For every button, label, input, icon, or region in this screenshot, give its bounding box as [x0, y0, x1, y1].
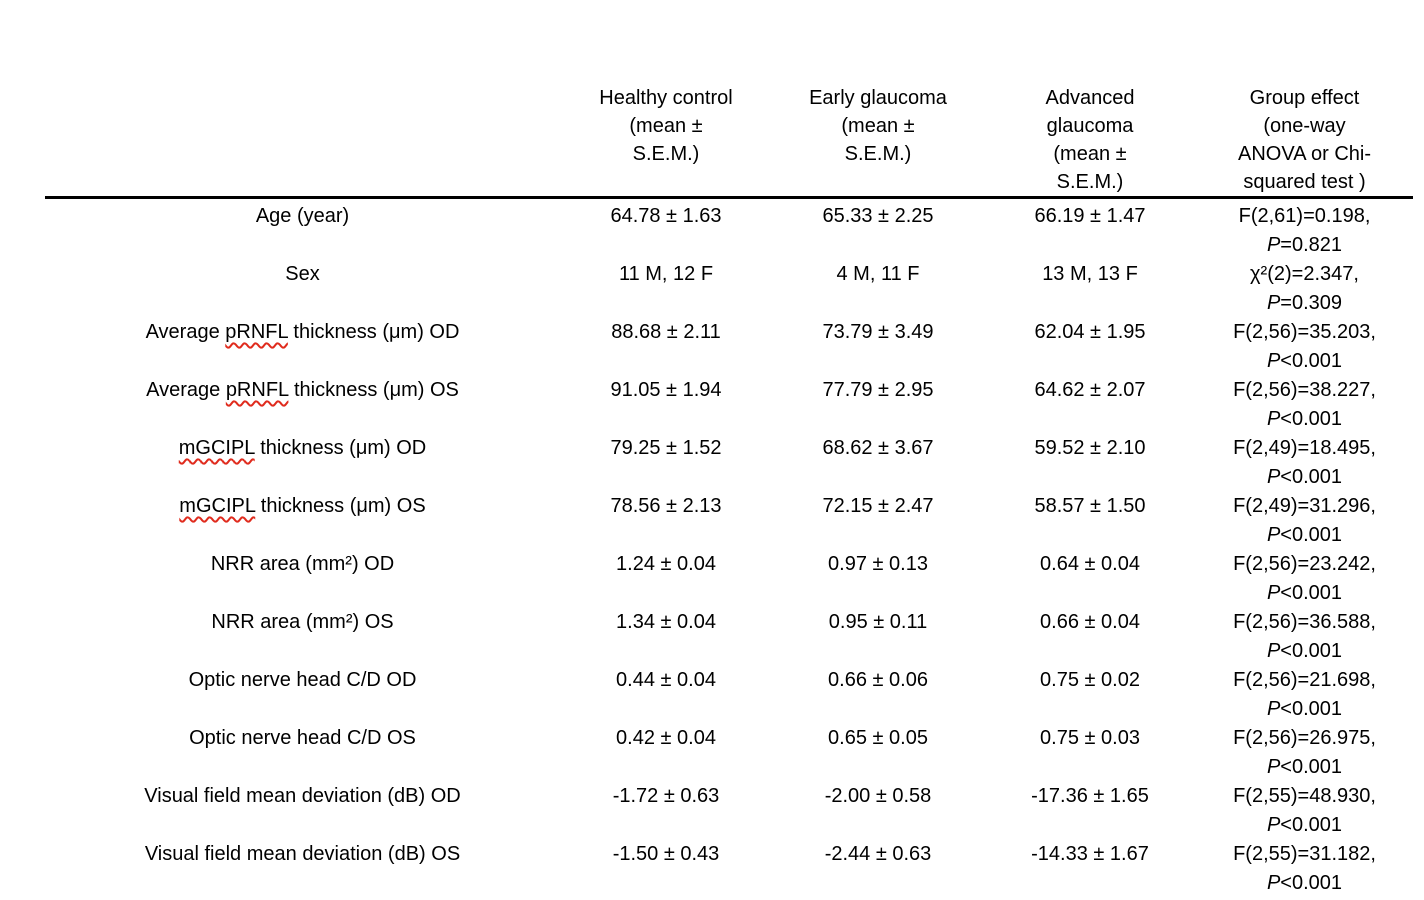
value-cell: 1.24 ± 0.04 — [616, 553, 716, 575]
column-header-group-effect: Group effect (one-way ANOVA or Chi-squared… — [1196, 84, 1413, 199]
value-cell: 4 M, 11 F — [836, 263, 920, 285]
group-effect-cell: F(2,55)=31.182, P<0.001 — [1233, 843, 1376, 894]
group-effect-cell: F(2,49)=31.296, P<0.001 — [1233, 495, 1376, 546]
value-cell: 65.33 ± 2.25 — [822, 205, 934, 227]
row-label: Sex — [285, 263, 320, 285]
value-cell: 88.68 ± 2.11 — [611, 321, 721, 343]
row-label: Age (year) — [255, 205, 350, 227]
group-effect-cell: F(2,61)=0.198, P=0.821 — [1238, 205, 1371, 256]
group-effect-cell: F(2,56)=26.975, P<0.001 — [1233, 727, 1376, 778]
group-effect-cell: F(2,56)=23.242, P<0.001 — [1233, 553, 1376, 604]
p-label: P — [1266, 698, 1281, 720]
p-label: P — [1266, 350, 1281, 372]
value-cell: -2.00 ± 0.58 — [824, 785, 932, 807]
row-label: NRR area (mm²) OD — [210, 553, 395, 575]
value-cell: 59.52 ± 2.10 — [1034, 437, 1146, 459]
value-cell: 0.64 ± 0.04 — [1040, 553, 1140, 575]
value-cell: 0.44 ± 0.04 — [616, 669, 716, 691]
row-label: mGCIPL thickness (μm) OD — [178, 437, 427, 459]
value-cell: 64.78 ± 1.63 — [610, 205, 722, 227]
value-cell: 0.95 ± 0.11 — [828, 611, 928, 633]
value-cell: 91.05 ± 1.94 — [610, 379, 722, 401]
header-row: Healthy control (mean ± S.E.M.) Early glauc… — [45, 84, 1413, 199]
table-row: Average pRNFL thickness (μm) OS 91.05 ± 1… — [45, 376, 1413, 434]
table-row: mGCIPL thickness (μm) OD 79.25 ± 1.52 68.6… — [45, 434, 1413, 492]
column-header-early-glaucoma: Early glaucoma (mean ± S.E.M.) — [772, 84, 984, 199]
p-label: P — [1266, 756, 1281, 778]
value-cell: 77.79 ± 2.95 — [822, 379, 934, 401]
value-cell: 11 M, 12 F — [618, 263, 714, 285]
value-cell: 72.15 ± 2.47 — [822, 495, 934, 517]
p-label: P — [1266, 408, 1281, 430]
p-label: P — [1266, 582, 1281, 604]
group-effect-cell: F(2,56)=21.698, P<0.001 — [1233, 669, 1376, 720]
group-effect-cell: F(2,56)=35.203, P<0.001 — [1233, 321, 1376, 372]
row-label: mGCIPL thickness (μm) OS — [179, 495, 426, 517]
group-effect-cell: F(2,56)=38.227, P<0.001 — [1233, 379, 1376, 430]
value-cell: 0.75 ± 0.02 — [1040, 669, 1140, 691]
p-label: P — [1266, 524, 1281, 546]
value-cell: 79.25 ± 1.52 — [610, 437, 722, 459]
p-label: P — [1266, 292, 1281, 314]
row-label: Average pRNFL thickness (μm) OS — [146, 379, 459, 401]
value-cell: -17.36 ± 1.65 — [1031, 785, 1149, 807]
table-row: Optic nerve head C/D OD 0.44 ± 0.04 0.66 ±… — [45, 666, 1413, 724]
value-cell: 64.62 ± 2.07 — [1034, 379, 1146, 401]
spellcheck-underline: pRNFL — [225, 379, 289, 401]
table-row: Visual field mean deviation (dB) OS -1.50… — [45, 840, 1413, 898]
value-cell: 0.66 ± 0.06 — [828, 669, 928, 691]
value-cell: 66.19 ± 1.47 — [1034, 205, 1146, 227]
table-row: Optic nerve head C/D OS 0.42 ± 0.04 0.65 ±… — [45, 724, 1413, 782]
value-cell: 0.97 ± 0.13 — [828, 553, 928, 575]
value-cell: 0.65 ± 0.05 — [828, 727, 928, 749]
p-label: P — [1266, 640, 1281, 662]
value-cell: -14.33 ± 1.67 — [1031, 843, 1149, 865]
table-row: Average pRNFL thickness (μm) OD 88.68 ± 2… — [45, 318, 1413, 376]
value-cell: 1.34 ± 0.04 — [616, 611, 716, 633]
group-effect-cell: F(2,56)=36.588, P<0.001 — [1233, 611, 1376, 662]
value-cell: -2.44 ± 0.63 — [824, 843, 932, 865]
column-header-measure — [45, 84, 560, 199]
value-cell: -1.72 ± 0.63 — [612, 785, 720, 807]
value-cell: 62.04 ± 1.95 — [1034, 321, 1146, 343]
spellcheck-underline: pRNFL — [225, 321, 288, 343]
value-cell: 68.62 ± 3.67 — [822, 437, 934, 459]
spellcheck-underline: mGCIPL — [178, 437, 255, 459]
row-label: Average pRNFL thickness (μm) OD — [145, 321, 460, 343]
row-label: Visual field mean deviation (dB) OS — [144, 843, 461, 865]
value-cell: 0.75 ± 0.03 — [1040, 727, 1140, 749]
group-effect-cell: χ²(2)=2.347, P=0.309 — [1250, 263, 1359, 314]
table-row: Sex 11 M, 12 F 4 M, 11 F 13 M, 13 F χ²(2)=2.… — [45, 260, 1413, 318]
column-header-healthy-control: Healthy control (mean ± S.E.M.) — [560, 84, 772, 199]
row-label: Optic nerve head C/D OS — [189, 727, 416, 749]
row-label: Optic nerve head C/D OD — [188, 669, 417, 691]
group-comparison-table: Healthy control (mean ± S.E.M.) Early glauc… — [45, 84, 1413, 898]
value-cell: 78.56 ± 2.13 — [610, 495, 722, 517]
value-cell: 73.79 ± 3.49 — [822, 321, 934, 343]
group-effect-cell: F(2,55)=48.930, P<0.001 — [1233, 785, 1376, 836]
p-label: P — [1266, 814, 1281, 836]
column-header-advanced-glaucoma: Advanced glaucoma (mean ± S.E.M.) — [984, 84, 1196, 199]
table-row: mGCIPL thickness (μm) OS 78.56 ± 2.13 72.1… — [45, 492, 1413, 550]
row-label: Visual field mean deviation (dB) OD — [144, 785, 461, 807]
spellcheck-underline: mGCIPL — [179, 495, 256, 517]
value-cell: 58.57 ± 1.50 — [1034, 495, 1146, 517]
p-label: P — [1266, 234, 1281, 256]
p-label: P — [1266, 872, 1281, 894]
table-body: Age (year) 64.78 ± 1.63 65.33 ± 2.25 66.19 … — [45, 198, 1413, 899]
table-row: Age (year) 64.78 ± 1.63 65.33 ± 2.25 66.19 … — [45, 198, 1413, 261]
table-row: NRR area (mm²) OD 1.24 ± 0.04 0.97 ± 0.13 0… — [45, 550, 1413, 608]
table-row: Visual field mean deviation (dB) OD -1.72… — [45, 782, 1413, 840]
table-row: NRR area (mm²) OS 1.34 ± 0.04 0.95 ± 0.11 0… — [45, 608, 1413, 666]
value-cell: 13 M, 13 F — [1042, 263, 1138, 285]
value-cell: 0.66 ± 0.04 — [1040, 611, 1140, 633]
value-cell: -1.50 ± 0.43 — [612, 843, 720, 865]
p-label: P — [1266, 466, 1281, 488]
value-cell: 0.42 ± 0.04 — [616, 727, 716, 749]
group-effect-cell: F(2,49)=18.495, P<0.001 — [1233, 437, 1376, 488]
row-label: NRR area (mm²) OS — [211, 611, 394, 633]
